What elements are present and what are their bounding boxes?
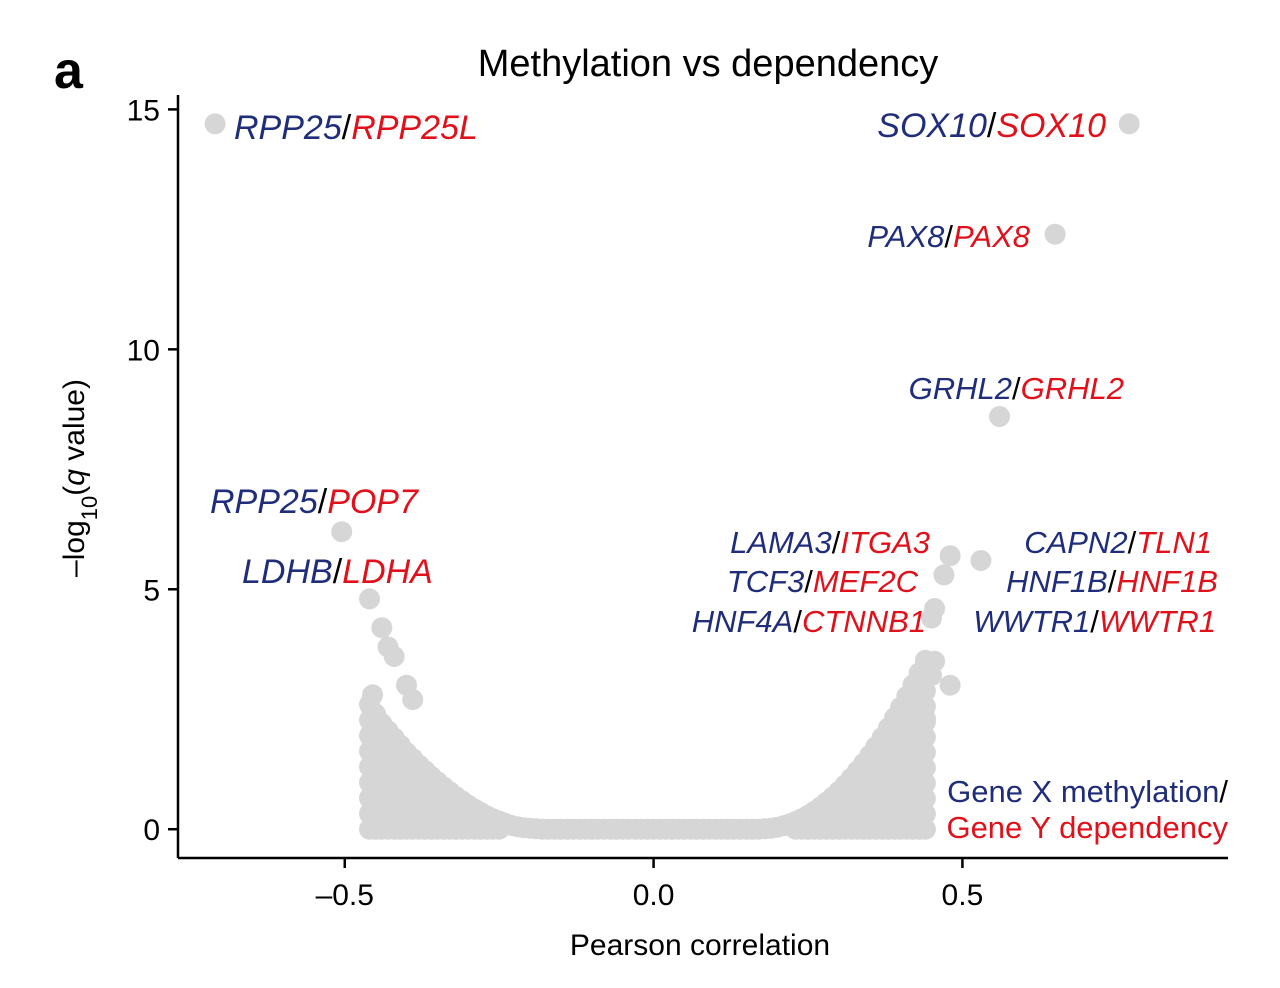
data-point xyxy=(939,545,961,567)
data-point xyxy=(914,788,936,809)
label-separator: / xyxy=(987,107,997,145)
data-point xyxy=(933,564,955,586)
dependency-gene: WWTR1 xyxy=(1099,604,1216,639)
data-point xyxy=(939,674,961,696)
label-separator: / xyxy=(944,219,953,254)
label-separator: / xyxy=(318,483,328,521)
data-point xyxy=(383,646,405,667)
y-tick-label: 15 xyxy=(127,94,160,127)
dependency-gene: TLN1 xyxy=(1136,525,1212,560)
label-separator: / xyxy=(1090,604,1099,639)
methylation-gene: GRHL2 xyxy=(909,371,1012,406)
data-point xyxy=(1044,223,1066,245)
gene-pair-label: CAPN2/TLN1 xyxy=(1024,525,1212,560)
data-point xyxy=(914,818,936,840)
y-tick-label: 5 xyxy=(143,574,160,607)
dependency-gene: MEF2C xyxy=(813,564,919,599)
panel-label: a xyxy=(54,42,84,100)
gene-pair-label: TCF3/MEF2C xyxy=(727,564,919,599)
gene-pair-label: GRHL2/GRHL2 xyxy=(909,371,1124,406)
methylation-gene: HNF1B xyxy=(1006,564,1108,599)
gene-pair-label: HNF4A/CTNNB1 xyxy=(692,604,926,639)
gene-pair-label: HNF1B/HNF1B xyxy=(1006,564,1218,599)
gene-pair-label: PAX8/PAX8 xyxy=(867,219,1030,254)
methylation-gene: RPP25 xyxy=(210,483,318,521)
data-point xyxy=(331,521,353,543)
gene-pair-label: LDHB/LDHA xyxy=(242,553,433,591)
gene-pair-label: LAMA3/ITGA3 xyxy=(730,525,930,560)
label-separator: / xyxy=(832,525,841,560)
methylation-gene: RPP25 xyxy=(234,109,342,147)
data-point xyxy=(402,689,424,711)
methylation-gene: PAX8 xyxy=(867,219,945,254)
label-separator: / xyxy=(1108,564,1117,599)
data-point xyxy=(921,607,942,629)
data-point xyxy=(908,737,930,759)
data-point xyxy=(362,684,384,706)
methylation-gene: LAMA3 xyxy=(730,525,832,560)
label-separator: / xyxy=(1012,371,1021,406)
dependency-gene: LDHA xyxy=(342,553,433,591)
gene-pair-label: RPP25/RPP25L xyxy=(234,109,478,147)
label-separator: / xyxy=(342,109,352,147)
label-separator: / xyxy=(1128,525,1137,560)
dependency-gene: GRHL2 xyxy=(1021,371,1124,406)
x-axis-ticks: –0.5 0.0 0.5 xyxy=(316,858,984,912)
gene-pair-label: SOX10/SOX10 xyxy=(877,107,1106,145)
legend: Gene X methylation/ Gene Y dependency xyxy=(946,774,1228,845)
label-separator: / xyxy=(793,604,802,639)
label-separator: / xyxy=(333,553,343,591)
legend-line-1: Gene X methylation/ xyxy=(947,774,1228,809)
methylation-gene: CAPN2 xyxy=(1024,525,1127,560)
dependency-gene: PAX8 xyxy=(953,219,1031,254)
methylation-gene: SOX10 xyxy=(877,107,987,145)
dependency-gene: HNF1B xyxy=(1116,564,1218,599)
x-axis-title: Pearson correlation xyxy=(570,929,830,962)
dependency-gene: SOX10 xyxy=(996,107,1106,145)
x-tick-label: 0.0 xyxy=(633,879,675,912)
y-tick-label: 10 xyxy=(127,334,160,367)
dependency-gene: POP7 xyxy=(327,483,419,521)
x-tick-label: 0.5 xyxy=(942,879,984,912)
gene-pair-annotations: RPP25/RPP25L SOX10/SOX10PAX8/PAX8GRHL2/GR… xyxy=(210,107,1218,639)
methylation-gene: WWTR1 xyxy=(973,604,1090,639)
y-axis-title: –log10(q value) xyxy=(58,379,102,577)
methylation-gene: HNF4A xyxy=(692,604,794,639)
data-point xyxy=(371,617,393,639)
legend-line-2: Gene Y dependency xyxy=(946,810,1228,845)
data-point xyxy=(970,550,992,571)
data-point xyxy=(204,113,226,135)
dependency-gene: CTNNB1 xyxy=(802,604,926,639)
chart-title: Methylation vs dependency xyxy=(478,43,939,85)
y-tick-label: 0 xyxy=(143,814,160,847)
data-point xyxy=(359,588,380,610)
data-point xyxy=(989,406,1010,427)
gene-pair-label: WWTR1/WWTR1 xyxy=(973,604,1216,639)
label-separator: / xyxy=(804,564,813,599)
gene-pair-label: RPP25/POP7 xyxy=(210,483,419,521)
scatter-points xyxy=(204,113,1140,840)
x-tick-label: –0.5 xyxy=(316,879,374,912)
dependency-gene: ITGA3 xyxy=(840,525,930,560)
methylation-gene: LDHB xyxy=(242,553,333,591)
data-point xyxy=(921,665,942,687)
data-point xyxy=(902,674,924,696)
y-axis-ticks: 0 5 10 15 xyxy=(127,94,178,847)
data-point xyxy=(914,757,936,779)
data-point xyxy=(914,772,936,794)
data-point xyxy=(1118,113,1140,135)
dependency-gene: RPP25L xyxy=(351,109,478,147)
methylation-gene: TCF3 xyxy=(727,564,805,599)
data-point xyxy=(914,803,936,825)
